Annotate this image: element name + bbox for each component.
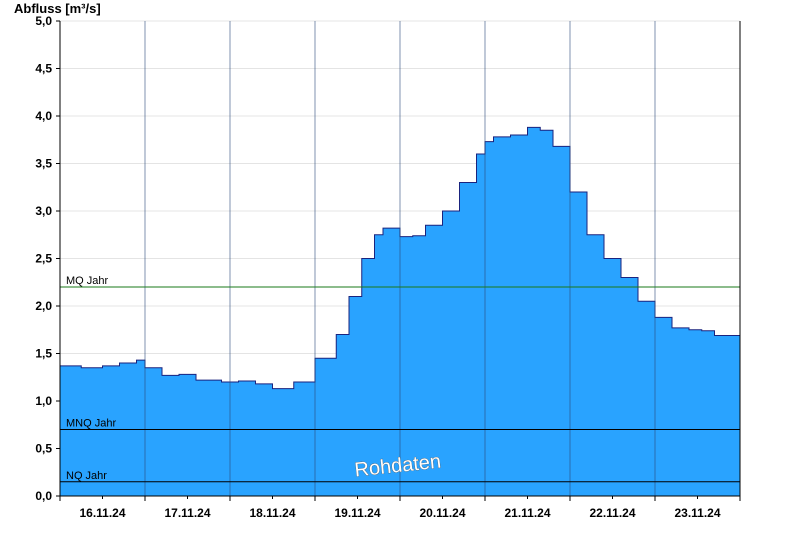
x-tick-label: 16.11.24 — [79, 506, 125, 520]
y-tick-label: 3,5 — [35, 157, 52, 171]
reference-line-label: MQ Jahr — [66, 275, 109, 287]
y-tick-label: 1,5 — [35, 347, 52, 361]
plot-area — [60, 21, 741, 497]
y-tick-label: 0,0 — [35, 489, 52, 503]
y-tick-label: 1,0 — [35, 394, 52, 408]
axes: 0,0 0,5 1,0 1,5 2,0 2,5 3,0 3,5 4,0 4,5 5,0 16.11.2… — [35, 14, 741, 520]
reference-line-label: NQ Jahr — [66, 470, 107, 482]
x-tick-label: 19.11.24 — [334, 506, 380, 520]
x-tick-label: 20.11.24 — [419, 506, 465, 520]
y-tick-label: 5,0 — [35, 14, 52, 28]
y-tick-label: 0,5 — [35, 442, 52, 456]
y-tick-label: 4,5 — [35, 62, 52, 76]
y-tick-label: 4,0 — [35, 109, 52, 123]
y-tick-label: 2,0 — [35, 299, 52, 313]
y-tick-label: 2,5 — [35, 252, 52, 266]
reference-lines: MQ Jahr MNQ Jahr NQ Jahr — [60, 275, 740, 483]
discharge-line — [60, 126, 741, 390]
x-tick-label: 23.11.24 — [674, 506, 720, 520]
y-tick-label: 3,0 — [35, 204, 52, 218]
x-tick-label: 18.11.24 — [249, 506, 295, 520]
x-tick-label: 22.11.24 — [589, 506, 635, 520]
y-axis-title: Abfluss [m³/s] — [14, 1, 101, 16]
x-tick-label: 21.11.24 — [504, 506, 550, 520]
x-tick-label: 17.11.24 — [164, 506, 210, 520]
reference-line-label: MNQ Jahr — [66, 418, 116, 430]
